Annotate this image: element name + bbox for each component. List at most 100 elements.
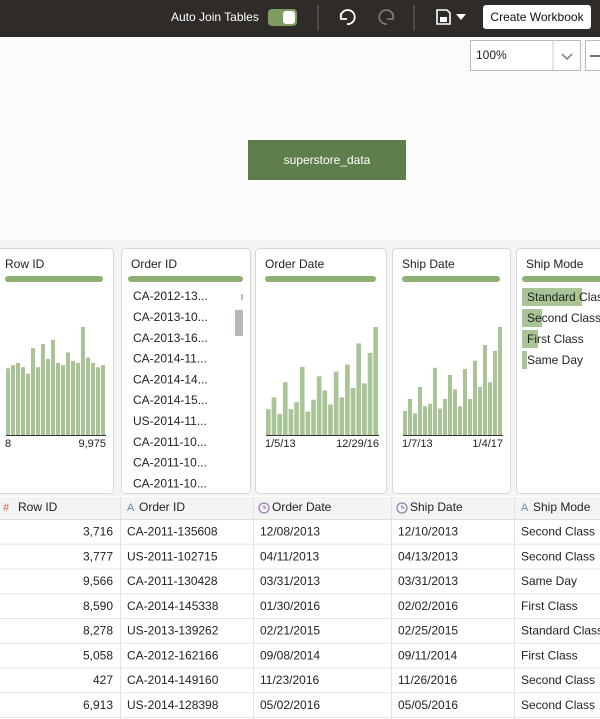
histogram-bar [26, 373, 30, 435]
profile-value: CA-2014-11... [133, 352, 207, 366]
column-type-icon: # [3, 502, 10, 514]
table-cell: 09/08/2014 [260, 648, 320, 662]
table-cell: CA-2012-162166 [127, 648, 219, 662]
histogram-bar [403, 411, 407, 435]
histogram-bar [271, 397, 277, 435]
column-header[interactable]: Order Date [272, 500, 332, 514]
save-icon[interactable] [436, 9, 451, 25]
redo-icon [378, 9, 395, 25]
histogram-bar [350, 388, 356, 435]
table-cell: US-2013-139262 [127, 624, 219, 638]
histogram-bar [46, 358, 50, 435]
table-header [0, 497, 600, 519]
create-workbook-label[interactable]: Create Workbook [490, 10, 584, 24]
table-cell: 11/26/2016 [398, 673, 457, 687]
data-table [0, 496, 600, 719]
undo-icon[interactable] [339, 9, 356, 25]
histogram-bar [76, 363, 80, 435]
histogram-max-label: 9,975 [78, 438, 106, 450]
histogram-bar [423, 406, 427, 435]
profile-header-bar [402, 276, 500, 282]
histogram-bar [483, 345, 487, 435]
category-bar [522, 351, 527, 369]
profile-card[interactable] [392, 248, 511, 494]
profile-value: CA-2013-16... [133, 331, 208, 345]
column-type-icon [401, 505, 405, 509]
zoom-value[interactable]: 100% [476, 48, 507, 62]
histogram-bar [453, 389, 457, 435]
histogram-bar [356, 343, 362, 435]
histogram-bar [36, 367, 40, 435]
scrollbar-thumb[interactable] [235, 310, 243, 336]
table-cell: Standard Class [521, 624, 600, 638]
save-menu[interactable] [436, 9, 466, 25]
dataset-node[interactable] [248, 140, 406, 180]
table-cell: 5,058 [83, 648, 113, 662]
column-header[interactable]: Row ID [18, 500, 58, 514]
auto-join-toggle[interactable] [268, 9, 297, 26]
column-type-icon [396, 502, 408, 514]
category-bar [522, 288, 582, 306]
table-cell: Second Class [521, 673, 595, 687]
table-cell: Second Class [521, 525, 595, 539]
table-cell: 6,913 [83, 698, 113, 712]
profile-header-bar [265, 276, 376, 282]
save-icon-detail[interactable] [440, 17, 447, 22]
histogram-bar [328, 404, 333, 435]
profile-title: Row ID [5, 257, 45, 271]
histogram-bar [21, 367, 25, 435]
histogram-bar [11, 365, 15, 435]
save-dropdown-arrow[interactable] [456, 14, 466, 20]
histogram-bar [438, 408, 442, 435]
histogram-bar [333, 371, 339, 435]
histogram-bar [433, 367, 437, 435]
create-workbook-button[interactable] [483, 5, 591, 29]
table-cell: 05/05/2016 [398, 698, 458, 712]
histogram-bar [373, 327, 378, 435]
histogram-bar [498, 327, 502, 435]
histogram-bar [468, 399, 472, 435]
column-header[interactable]: Ship Mode [533, 500, 591, 514]
profile-card[interactable] [121, 248, 251, 494]
histogram-bar [418, 387, 422, 435]
histogram-bar [305, 411, 311, 435]
table-cell: CA-2014-149160 [127, 673, 219, 687]
table-cell: 09/11/2014 [398, 648, 457, 662]
table-cell: Second Class [521, 698, 595, 712]
profile-value: CA-2011-10... [133, 435, 207, 449]
histogram-bar [6, 368, 10, 435]
histogram-bar [86, 357, 90, 435]
profile-value: CA-2011-10... [133, 456, 207, 470]
histogram-bar [428, 403, 432, 435]
table-cell: 01/30/2016 [260, 599, 320, 613]
profile-card[interactable] [255, 248, 387, 494]
profile-value: CA-2011-10... [133, 476, 207, 490]
histogram-bar [61, 365, 65, 435]
zoom-chevron[interactable] [561, 53, 573, 61]
histogram-bar [71, 360, 75, 435]
histogram-bar [101, 365, 105, 435]
scrollbar-dot [241, 294, 243, 300]
zoom-select[interactable] [470, 40, 581, 71]
toggle-knob[interactable] [283, 11, 295, 24]
table-cell: 03/31/2013 [398, 574, 458, 588]
profile-card[interactable] [516, 248, 600, 494]
dataset-node-label[interactable]: superstore_data [284, 153, 371, 167]
column-header[interactable]: Order ID [139, 500, 185, 514]
table-cell: 9,566 [83, 574, 113, 588]
table-cell: 05/02/2016 [260, 698, 320, 712]
histogram-bar [493, 351, 497, 435]
column-header[interactable]: Ship Date [410, 500, 463, 514]
category-label: Standard Class [527, 290, 600, 304]
histogram-bar [31, 348, 35, 435]
table-cell: Same Day [521, 574, 577, 588]
table-cell: 3,777 [83, 549, 113, 563]
histogram-bar [81, 327, 85, 435]
table-cell: CA-2014-145338 [127, 599, 219, 613]
histogram-bar [413, 413, 417, 435]
table-cell: 02/25/2015 [398, 624, 458, 638]
table-cell: 03/31/2013 [260, 574, 320, 588]
histogram-bar [443, 399, 447, 435]
